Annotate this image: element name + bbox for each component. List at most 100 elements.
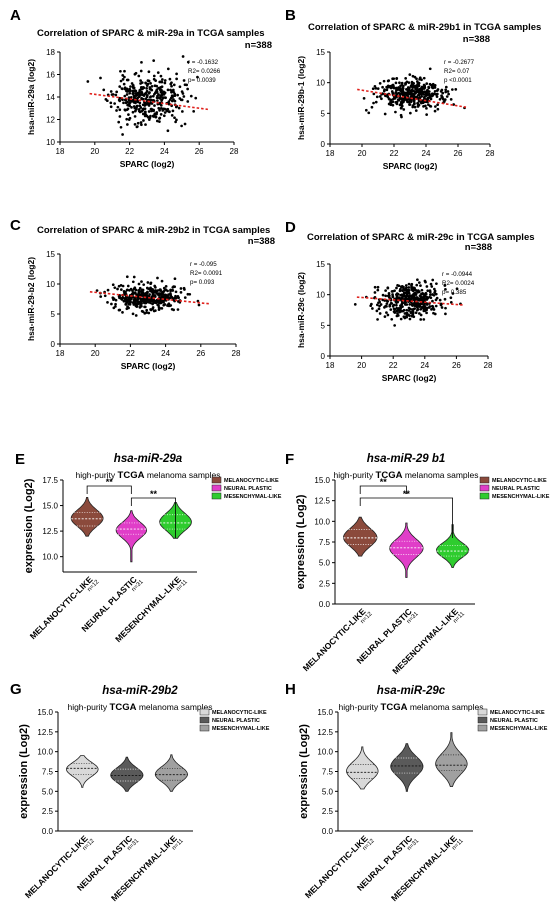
data-point xyxy=(353,303,357,306)
data-point xyxy=(171,286,175,289)
data-point xyxy=(141,85,145,89)
data-point xyxy=(156,71,160,74)
data-point xyxy=(407,292,411,295)
data-point xyxy=(134,109,137,113)
x-tick-label: 24 xyxy=(422,149,431,158)
data-point xyxy=(119,288,123,291)
data-point xyxy=(440,306,444,309)
data-point xyxy=(111,283,115,287)
data-point xyxy=(114,302,117,306)
data-point xyxy=(420,298,424,302)
data-point xyxy=(425,298,429,301)
data-point xyxy=(159,104,163,107)
data-point xyxy=(175,77,178,81)
data-point xyxy=(444,306,447,310)
data-point xyxy=(151,99,155,102)
data-point xyxy=(398,288,402,291)
data-point xyxy=(391,77,394,81)
data-point xyxy=(113,102,116,105)
data-point xyxy=(419,307,423,311)
data-point xyxy=(424,280,427,284)
legend: MELANOCYTIC-LIKE NEURAL PLASTIC MESENCHYMA… xyxy=(477,708,548,732)
data-point xyxy=(123,69,126,73)
data-point xyxy=(423,296,426,300)
data-point xyxy=(119,79,123,83)
data-point xyxy=(432,308,436,311)
data-point xyxy=(143,107,147,111)
data-point xyxy=(416,87,419,91)
data-point xyxy=(114,298,118,302)
data-point xyxy=(162,286,166,290)
violin-shape xyxy=(390,743,424,792)
data-point xyxy=(126,100,129,104)
data-point xyxy=(153,294,157,297)
data-point xyxy=(398,92,402,95)
data-point xyxy=(405,293,409,297)
y-tick-label: 0 xyxy=(321,140,326,149)
scatter-points xyxy=(353,278,462,327)
violin-2 xyxy=(110,756,144,792)
legend-label: NEURAL PLASTIC xyxy=(212,718,260,724)
scatter-panel-b: B Correlation of SPARC & miR-29b1 in TCGA… xyxy=(285,7,541,171)
data-point xyxy=(161,93,164,96)
x-tick-label: 26 xyxy=(454,149,463,158)
data-point xyxy=(391,83,395,87)
data-point xyxy=(402,291,406,294)
data-point xyxy=(176,294,180,298)
data-point xyxy=(157,304,160,307)
data-point xyxy=(128,87,132,91)
data-point xyxy=(149,286,152,290)
legend-swatch xyxy=(477,716,488,724)
data-point xyxy=(427,306,431,309)
data-point xyxy=(402,308,406,312)
data-point xyxy=(413,75,417,79)
data-point xyxy=(455,287,459,291)
y-tick-label: 15.0 xyxy=(42,502,58,511)
data-point xyxy=(153,113,156,117)
data-point xyxy=(186,60,190,64)
data-point xyxy=(404,77,408,80)
legend-label: NEURAL PLASTIC xyxy=(492,486,540,492)
data-point xyxy=(158,80,162,84)
data-point xyxy=(415,283,419,287)
significance-label: ** xyxy=(106,477,114,487)
data-point xyxy=(153,289,157,292)
x-tick-label: 20 xyxy=(357,361,366,370)
data-point xyxy=(411,86,415,89)
data-point xyxy=(424,92,428,95)
data-point xyxy=(396,312,399,315)
violin-shape xyxy=(435,524,470,568)
data-point xyxy=(418,77,421,81)
data-point xyxy=(149,308,152,311)
data-point xyxy=(144,123,147,126)
panel-letter: H xyxy=(285,681,296,698)
data-point xyxy=(121,87,124,91)
data-point xyxy=(180,124,183,128)
data-point xyxy=(99,76,102,80)
data-point xyxy=(115,109,118,112)
legend-label: MELANOCYTIC-LIKE xyxy=(490,710,545,716)
violin-1 xyxy=(342,516,378,557)
y-tick-label: 18 xyxy=(46,48,55,57)
data-point xyxy=(120,297,123,301)
data-point xyxy=(127,98,131,102)
violin-2 xyxy=(389,522,424,578)
data-point xyxy=(376,318,379,321)
data-point xyxy=(425,285,429,288)
data-point xyxy=(119,125,123,129)
y-tick-label: 7.5 xyxy=(42,768,54,777)
data-point xyxy=(391,103,395,107)
data-point xyxy=(382,79,386,83)
data-point xyxy=(137,74,141,78)
data-point xyxy=(151,94,155,98)
legend-swatch xyxy=(199,716,210,724)
data-point xyxy=(392,97,395,101)
x-tick-label: 24 xyxy=(420,361,429,370)
data-point xyxy=(429,296,433,300)
violin-1 xyxy=(346,746,379,790)
y-tick-label: 0.0 xyxy=(322,827,334,836)
data-point xyxy=(402,108,406,111)
data-point xyxy=(387,291,391,295)
data-point xyxy=(135,299,139,303)
